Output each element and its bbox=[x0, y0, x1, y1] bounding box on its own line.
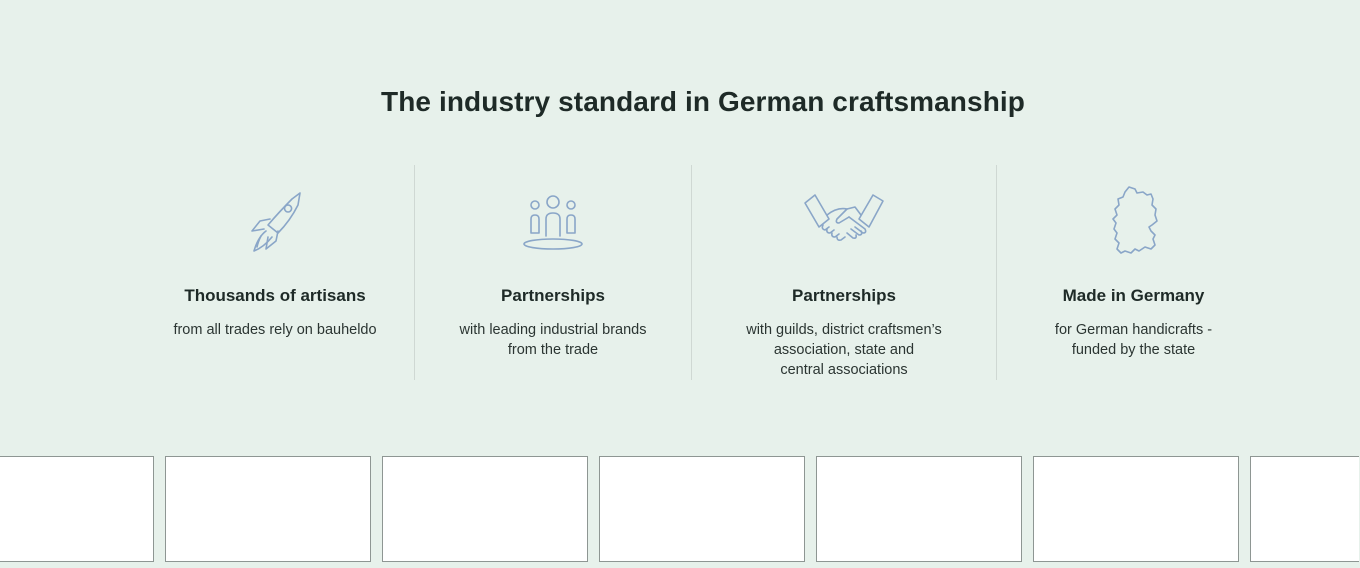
feature-desc-line: from the trade bbox=[507, 342, 599, 358]
partner-logo-card[interactable] bbox=[1033, 456, 1239, 562]
rocket-icon bbox=[230, 175, 320, 265]
partner-logo-card[interactable] bbox=[0, 456, 154, 562]
people-group-icon bbox=[508, 175, 598, 265]
feature-heading: Partnerships bbox=[792, 286, 896, 305]
feature-desc-line: for German handicrafts - bbox=[1054, 322, 1213, 338]
partner-logo-card[interactable] bbox=[1250, 456, 1359, 562]
germany-map-icon bbox=[1089, 175, 1179, 265]
features-row: Thousands of artisans from all trades re… bbox=[0, 165, 1360, 380]
feature-heading: Made in Germany bbox=[1062, 286, 1205, 305]
handshake-icon bbox=[799, 175, 889, 265]
feature-desc-line: central associations bbox=[780, 362, 908, 378]
feature-description: with guilds, district craftsmen’s associ… bbox=[692, 320, 996, 380]
feature-description: with leading industrial brands from the … bbox=[415, 320, 691, 360]
feature-industry-partnerships: Partnerships with leading industrial bra… bbox=[415, 165, 691, 380]
partner-logo-card[interactable] bbox=[599, 456, 805, 562]
partner-logo-card[interactable] bbox=[165, 456, 371, 562]
feature-artisans: Thousands of artisans from all trades re… bbox=[135, 165, 415, 380]
feature-heading: Thousands of artisans bbox=[184, 286, 366, 305]
partner-logo-card[interactable] bbox=[816, 456, 1022, 562]
partner-logo-card[interactable] bbox=[382, 456, 588, 562]
feature-desc-line: association, state and bbox=[773, 342, 915, 358]
feature-divider bbox=[414, 165, 415, 380]
feature-description: for German handicrafts - funded by the s… bbox=[997, 320, 1270, 360]
partner-logo-carousel bbox=[0, 456, 1360, 562]
feature-desc-line: from all trades rely on bauheldo bbox=[173, 322, 377, 338]
feature-divider bbox=[691, 165, 692, 380]
feature-heading: Partnerships bbox=[501, 286, 605, 305]
feature-desc-line: with guilds, district craftsmen’s bbox=[746, 322, 942, 338]
feature-guild-partnerships: Partnerships with guilds, district craft… bbox=[692, 165, 996, 380]
feature-made-in-germany: Made in Germany for German handicrafts -… bbox=[997, 165, 1270, 380]
section-title: The industry standard in German craftsma… bbox=[381, 86, 1025, 117]
feature-description: from all trades rely on bauheldo bbox=[135, 320, 415, 340]
feature-divider bbox=[996, 165, 997, 380]
feature-desc-line: with leading industrial brands bbox=[459, 322, 647, 338]
feature-desc-line: funded by the state bbox=[1071, 342, 1196, 358]
